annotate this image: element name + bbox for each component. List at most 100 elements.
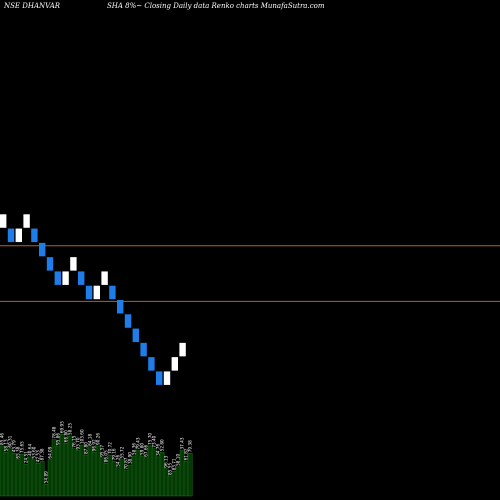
volume-bar-42 (167, 475, 173, 497)
chart-title-left: NSE DHANVAR (4, 2, 61, 10)
volume-bar-39 (155, 456, 161, 497)
volume-label-39: 34.76 (156, 444, 161, 456)
volume-bar-37 (147, 445, 153, 497)
brick-22 (171, 357, 178, 371)
volume-label-13: 78.48 (52, 426, 57, 438)
volume-bar-36 (143, 457, 149, 497)
volume-bar-6 (23, 463, 29, 497)
volume-label-44: 58.10 (176, 454, 181, 466)
volume-label-35: 59.80 (140, 443, 145, 455)
volume-label-29: 54.26 (116, 454, 121, 466)
volume-label-0: 85.46 (0, 433, 5, 445)
reference-lines (0, 245, 500, 302)
brick-1 (7, 228, 15, 243)
volume-bar-7 (27, 456, 33, 497)
volume-bar-21 (83, 454, 89, 497)
volume-bar-23 (91, 452, 97, 497)
brick-20 (156, 371, 163, 385)
brick-0 (0, 214, 7, 228)
volume-label-36: 67.66 (144, 444, 149, 456)
brick-18 (140, 342, 147, 357)
volume-label-37: 75.70 (148, 433, 153, 445)
brick-16 (124, 314, 132, 328)
brick-2 (15, 228, 22, 243)
volume-bar-2 (7, 448, 13, 497)
volume-bar-8 (31, 459, 37, 497)
volume-bar-44 (175, 466, 181, 497)
volume-bar-34 (135, 450, 141, 497)
volume-label-28: 79.16 (112, 448, 117, 460)
volume-label-22: 84.18 (88, 434, 93, 446)
brick-3 (23, 214, 30, 228)
brick-17 (132, 328, 139, 343)
volume-label-46: 61.82 (184, 448, 189, 460)
volume-label-1: 58.13 (4, 439, 9, 451)
brick-10 (78, 271, 85, 285)
brick-23 (179, 342, 186, 357)
volume-label-30: 55.72 (120, 446, 125, 458)
volume-bar-15 (59, 433, 65, 497)
volume-label-14: 95.86 (56, 433, 61, 445)
volume-bar-14 (55, 445, 61, 497)
brick-9 (70, 257, 77, 271)
volume-label-42: 85.55 (168, 463, 173, 475)
volume-bar-13 (51, 439, 57, 497)
brick-7 (54, 271, 61, 285)
volume-bar-9 (35, 463, 41, 497)
volume-label-24: 90.26 (96, 433, 101, 445)
brick-14 (109, 285, 116, 300)
volume-label-31: 70.87 (124, 457, 129, 469)
volume-label-4: 65.38 (16, 446, 21, 458)
volume-label-26: 86.05 (104, 450, 109, 462)
volume-bar-35 (139, 455, 145, 497)
brick-5 (39, 242, 46, 257)
volume-bar-32 (127, 464, 133, 497)
volume-label-6: 24.51 (24, 451, 29, 463)
volume-label-41: 96.13 (164, 455, 169, 467)
volume-label-17: 58.25 (68, 423, 73, 435)
renko-bricks (0, 214, 186, 385)
volume-bar-1 (3, 452, 9, 497)
brick-15 (117, 300, 124, 314)
volume-label-34: 79.43 (136, 437, 141, 449)
volume-bar-22 (87, 446, 93, 497)
volume-bar-43 (171, 471, 177, 497)
volume-bar-33 (131, 455, 137, 497)
volume-bar-29 (115, 467, 121, 497)
volume-bar-16 (63, 443, 69, 497)
volume-label-38: 73.40 (152, 435, 157, 447)
volume-label-18: 76.15 (72, 435, 77, 447)
volume-label-47: 79.38 (188, 440, 193, 452)
volume-label-19: 93.70 (76, 437, 81, 449)
volume-bar-18 (71, 448, 77, 497)
volume-label-15: 69.95 (60, 421, 65, 433)
volume-bar-3 (11, 453, 17, 497)
brick-19 (148, 357, 155, 371)
volume-label-43: 83.71 (172, 458, 177, 470)
brick-11 (85, 285, 93, 300)
volume-bar-25 (99, 457, 105, 497)
volume-bar-11 (43, 483, 49, 497)
brick-13 (101, 271, 108, 285)
volume-label-7: 40.64 (28, 444, 33, 456)
volume-label-40: 52.80 (160, 439, 165, 451)
volume-label-27: 70.72 (108, 442, 113, 454)
volume-label-12: 64.09 (48, 446, 53, 458)
volume-label-8: 53.60 (32, 446, 37, 458)
brick-8 (62, 271, 69, 285)
volume-bar-46 (183, 461, 189, 497)
brick-21 (163, 371, 171, 385)
volume-label-25: 95.57 (100, 444, 105, 456)
volume-bars (0, 433, 193, 497)
volume-bar-10 (39, 461, 45, 497)
volume-label-11: 54.89 (44, 471, 49, 483)
volume-bar-4 (15, 459, 21, 497)
volume-bar-26 (103, 463, 109, 497)
volume-bar-47 (187, 453, 193, 497)
volume-label-21: 87.80 (84, 442, 89, 454)
volume-label-16: 66.80 (64, 430, 69, 442)
volume-bar-0 (0, 445, 5, 497)
